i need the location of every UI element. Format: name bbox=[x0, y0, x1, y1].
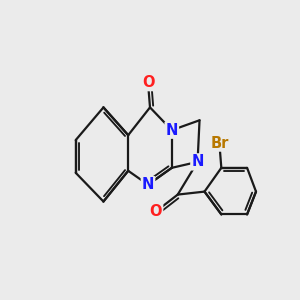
Text: O: O bbox=[150, 204, 162, 219]
Text: O: O bbox=[142, 75, 154, 90]
Text: N: N bbox=[191, 154, 204, 169]
Text: Br: Br bbox=[210, 136, 229, 151]
Text: N: N bbox=[142, 177, 154, 192]
Text: N: N bbox=[166, 123, 178, 138]
